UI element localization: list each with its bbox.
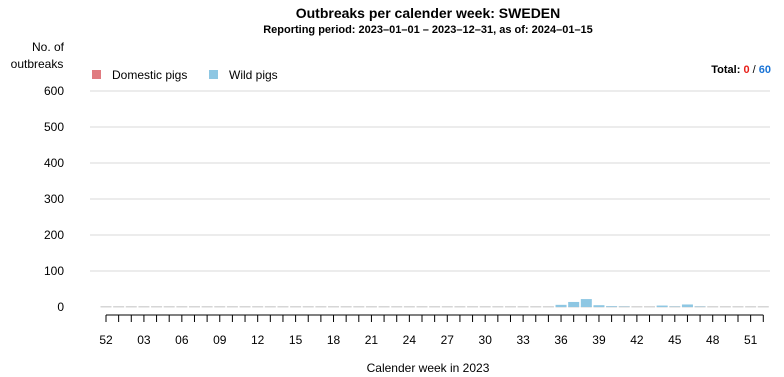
y-tick-label: 400: [44, 156, 64, 170]
x-tick-label: 06: [175, 333, 189, 347]
bar-baseline: [707, 306, 719, 308]
y-axis-label-line-1: No. of: [32, 40, 65, 54]
y-tick-label: 100: [44, 264, 64, 278]
bar-baseline: [403, 306, 415, 308]
bar-baseline: [416, 306, 428, 308]
total-label: Total:: [711, 64, 740, 76]
bar-baseline: [504, 306, 516, 308]
bar-baseline: [214, 306, 226, 308]
bar-wild-pigs: [568, 301, 580, 307]
bar-baseline: [138, 306, 150, 308]
bar-baseline: [163, 306, 175, 308]
grid-lines: [90, 90, 770, 272]
x-tick-label: 48: [706, 333, 720, 347]
bar-baseline: [530, 306, 542, 308]
y-axis-ticks: 0 100 200 300 400 500 600: [44, 84, 64, 314]
bar-baseline: [113, 306, 125, 308]
bar-baseline: [429, 306, 441, 308]
bar-baseline: [151, 306, 163, 308]
bar-baseline: [315, 306, 327, 308]
bar-wild-pigs: [555, 304, 567, 307]
bar-baseline: [492, 306, 504, 308]
bar-baseline: [302, 306, 314, 308]
x-tick-label: 21: [365, 333, 379, 347]
bar-baseline: [719, 306, 731, 308]
bar-baseline: [290, 306, 302, 308]
x-axis-label: Calender week in 2023: [367, 361, 490, 375]
bar-baseline: [226, 306, 238, 308]
y-tick-label: 500: [44, 120, 64, 134]
x-tick-label: 27: [441, 333, 455, 347]
legend-label-wild-pigs: Wild pigs: [229, 68, 278, 82]
bar-wild-pigs: [593, 305, 605, 307]
legend: Domestic pigs Wild pigs: [92, 68, 278, 82]
bar-baseline: [757, 306, 769, 308]
bar-baseline: [125, 306, 137, 308]
total-wild-value: 60: [759, 64, 771, 76]
bar-wild-pigs: [580, 299, 592, 307]
bar-baseline: [732, 306, 744, 308]
bar-baseline: [441, 306, 453, 308]
bar-baseline: [188, 306, 200, 308]
x-tick-label: 33: [516, 333, 530, 347]
bar-baseline: [454, 306, 466, 308]
x-tick-label: 03: [137, 333, 151, 347]
bar-baseline: [631, 306, 643, 308]
legend-swatch-wild-pigs: [209, 70, 218, 79]
x-tick-label: 24: [403, 333, 417, 347]
y-tick-label: 0: [57, 300, 64, 314]
bar-baseline: [745, 306, 757, 308]
bar-baseline: [252, 306, 264, 308]
bar-baseline: [264, 306, 276, 308]
bar-baseline: [365, 306, 377, 308]
bar-baseline: [479, 306, 491, 308]
x-tick-label: 42: [630, 333, 644, 347]
bar-wild-pigs: [681, 304, 693, 307]
bar-baseline: [391, 306, 403, 308]
total-domestic-value: 0: [743, 64, 749, 76]
bar-baseline: [277, 306, 289, 308]
x-tick-label: 45: [668, 333, 682, 347]
legend-label-domestic-pigs: Domestic pigs: [112, 68, 187, 82]
bar-baseline: [201, 306, 213, 308]
chart-title: Outbreaks per calender week: SWEDEN: [296, 5, 561, 21]
x-tick-label: 30: [479, 333, 493, 347]
chart-subtitle: Reporting period: 2023–01–01 – 2023–12–3…: [263, 24, 593, 36]
x-tick-label: 12: [251, 333, 265, 347]
y-tick-label: 300: [44, 192, 64, 206]
bar-baseline: [353, 306, 365, 308]
bar-baseline: [378, 306, 390, 308]
legend-swatch-domestic-pigs: [92, 70, 101, 79]
total-separator: /: [753, 64, 757, 76]
bar-wild-pigs: [606, 306, 618, 307]
total-summary: Total: 0 / 60: [711, 64, 771, 76]
x-tick-label: 39: [592, 333, 606, 347]
x-axis: 52 03 06 09 12 15 18 21 24 27 30 33 36 39 42 45 48 51: [99, 314, 764, 347]
bar-baseline: [644, 306, 656, 308]
y-tick-label: 200: [44, 228, 64, 242]
x-tick-label: 15: [289, 333, 303, 347]
bar-baseline: [542, 306, 554, 308]
x-tick-label: 36: [554, 333, 568, 347]
y-tick-label: 600: [44, 84, 64, 98]
x-tick-label: 52: [99, 333, 113, 347]
bars: [100, 299, 769, 308]
bar-baseline: [517, 306, 529, 308]
bar-baseline: [239, 306, 251, 308]
bar-baseline: [176, 306, 188, 308]
y-axis-label-line-2: outbreaks: [11, 57, 64, 71]
x-tick-label: 51: [744, 333, 758, 347]
x-tick-label: 09: [213, 333, 227, 347]
bar-baseline: [340, 306, 352, 308]
bar-baseline: [467, 306, 479, 308]
bar-wild-pigs: [656, 305, 668, 307]
x-tick-label: 18: [327, 333, 341, 347]
bar-baseline: [100, 306, 112, 308]
bar-baseline: [328, 306, 340, 308]
